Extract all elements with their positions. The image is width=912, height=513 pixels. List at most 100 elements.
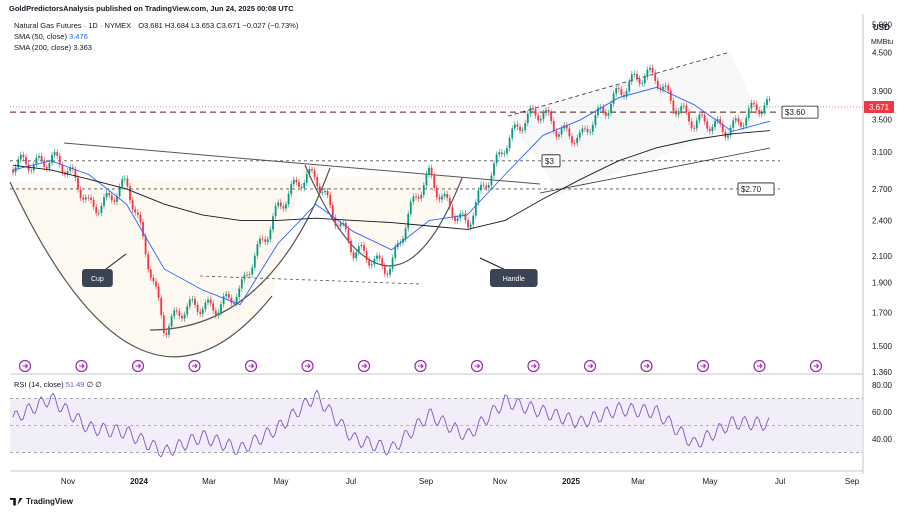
down-candle [230, 294, 233, 307]
candle-body [612, 93, 615, 104]
price-tick-label: 3.100 [872, 148, 893, 157]
down-candle [519, 123, 521, 134]
candle-body [235, 296, 238, 304]
candle-body [607, 113, 610, 116]
up-candle [711, 123, 714, 135]
callout-box [82, 269, 113, 287]
symbol-title: Natural Gas Futures · 1D · NYMEX [14, 21, 132, 30]
down-candle [58, 152, 61, 168]
up-candle [641, 79, 644, 87]
down-candle [737, 115, 740, 126]
event-icon [527, 359, 540, 373]
time-tick-label: Mar [631, 477, 645, 486]
candle-body [170, 316, 173, 327]
up-candle [321, 188, 324, 196]
candle-body [675, 110, 677, 115]
candle-body [79, 189, 82, 198]
down-candle [74, 165, 77, 181]
candle-body [755, 104, 758, 111]
candle-body [636, 73, 638, 79]
candle-body [734, 118, 737, 121]
candle-body [126, 178, 129, 187]
up-candle [201, 305, 204, 318]
down-candle [672, 97, 675, 114]
down-candle [79, 186, 82, 202]
candle-body [571, 136, 573, 143]
event-icon [640, 359, 653, 373]
candle-body [360, 245, 363, 247]
candle-body [485, 185, 488, 188]
candle-body [87, 197, 90, 199]
candle-body [542, 113, 545, 120]
event-icon [470, 359, 484, 373]
candle-body [230, 297, 233, 303]
candle-body [134, 209, 137, 213]
candle-body [347, 229, 350, 241]
down-candle [755, 101, 758, 114]
candle-body [84, 197, 87, 200]
rsi-line [12, 389, 770, 458]
down-candle [87, 194, 90, 201]
down-candle [113, 197, 116, 205]
up-candle [303, 179, 306, 192]
down-candle [435, 184, 438, 201]
candle-body [357, 246, 360, 253]
candle-body [495, 154, 498, 164]
candle-body [188, 299, 191, 307]
up-candle [100, 202, 103, 217]
symbol-legend: Natural Gas Futures · 1D · NYMEX O3.681 … [14, 21, 298, 30]
up-candle [238, 285, 241, 301]
down-candle [386, 270, 389, 278]
sma50-label: SMA (50, close) [14, 32, 67, 41]
up-candle [495, 151, 498, 167]
up-candle [118, 183, 121, 200]
up-candle [357, 242, 360, 256]
down-candle [571, 133, 573, 147]
currency-label: USD [873, 23, 890, 32]
candle-body [750, 102, 753, 109]
down-candle [233, 299, 235, 307]
candle-body [56, 152, 59, 156]
up-candle [225, 290, 228, 300]
event-icon [301, 359, 314, 373]
candle-body [355, 252, 358, 259]
candle-body [14, 167, 17, 173]
up-candle [581, 125, 584, 136]
down-candle [565, 122, 568, 132]
up-candle [474, 199, 477, 219]
candle-body [386, 273, 389, 275]
cup-label: Cup [91, 276, 104, 283]
candle-body [584, 128, 586, 130]
up-candle [204, 299, 207, 313]
up-candle [508, 134, 511, 152]
candle-body [685, 105, 688, 112]
candle-body [12, 169, 14, 173]
candle-body [391, 257, 394, 269]
down-candle [227, 290, 230, 302]
up-candle [576, 134, 579, 147]
price-tick-label: 3.500 [872, 116, 893, 125]
down-candle [415, 193, 417, 201]
candle-body [482, 184, 485, 186]
up-candle [248, 271, 251, 279]
down-candle [214, 307, 217, 319]
down-candle [162, 311, 165, 337]
down-candle [482, 181, 485, 189]
down-candle [152, 274, 155, 285]
candle-body [682, 105, 685, 107]
down-candle [667, 82, 670, 94]
candle-body [149, 269, 152, 278]
candle-body [438, 197, 441, 200]
down-candle [654, 69, 657, 85]
tradingview-logo[interactable]: TradingView [10, 497, 73, 506]
cup-base-line [199, 275, 421, 285]
candle-body [506, 148, 508, 154]
down-candle [552, 117, 555, 135]
time-tick-label: 2025 [562, 477, 580, 486]
up-candle [173, 307, 176, 320]
candle-body [376, 255, 378, 259]
candle-body [690, 121, 693, 129]
up-candle [716, 115, 719, 125]
up-candle [256, 241, 259, 259]
candle-body [186, 306, 189, 315]
